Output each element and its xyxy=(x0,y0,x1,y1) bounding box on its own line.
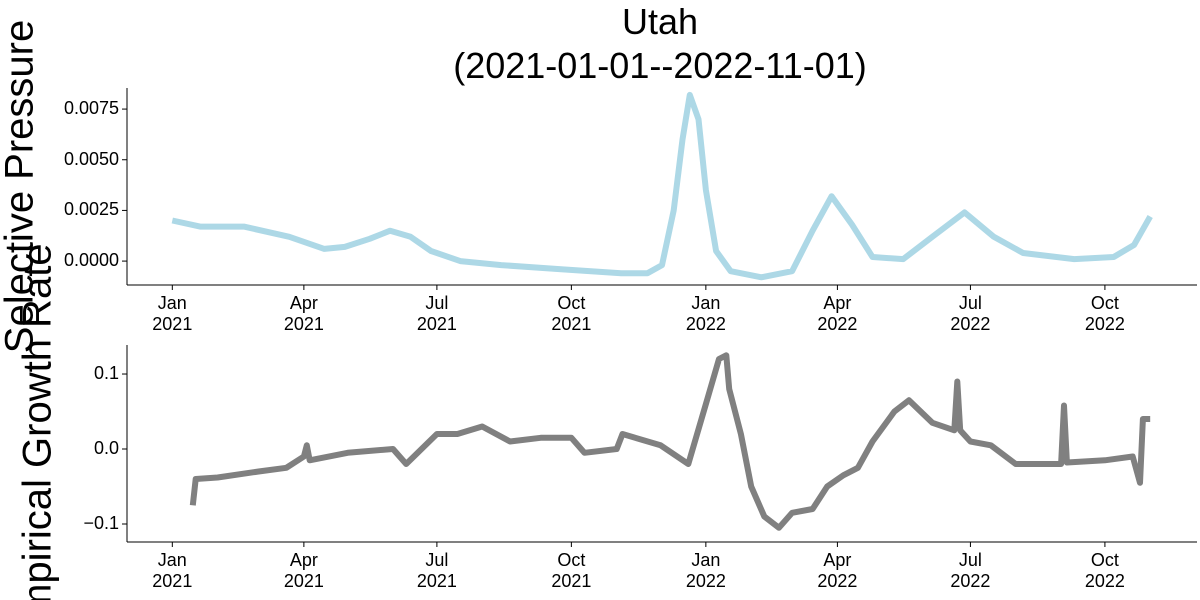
y-axis-label: Selective Pressure xyxy=(0,20,42,353)
x-tick-label: Jul 2021 xyxy=(416,550,457,591)
chart-title: Utah (2021-01-01--2022-11-01) xyxy=(453,1,867,86)
y-tick-label: 0.0050 xyxy=(63,148,119,169)
y-axis-label: Empirical Growth Rate xyxy=(16,243,60,600)
y-tick-label: −0.1 xyxy=(83,513,119,533)
x-tick-label: Oct 2022 xyxy=(1084,550,1125,591)
data-line xyxy=(189,352,1151,531)
x-tick-label: Jan 2022 xyxy=(685,293,726,334)
y-tick-label: 0.0025 xyxy=(63,199,119,220)
y-tick-label: 0.0000 xyxy=(63,250,119,271)
y-tick-label: 0.0 xyxy=(93,438,119,458)
y-tick-label: 0.0075 xyxy=(63,98,119,119)
x-tick-label: Jul 2021 xyxy=(416,293,457,334)
x-tick-label: Apr 2022 xyxy=(817,550,858,591)
x-tick-label: Oct 2022 xyxy=(1084,293,1125,334)
x-tick-label: Jan 2021 xyxy=(152,293,193,334)
x-tick-label: Jul 2022 xyxy=(950,550,991,591)
x-tick-label: Apr 2021 xyxy=(283,550,324,591)
x-tick-label: Oct 2021 xyxy=(551,293,592,334)
x-tick-label: Oct 2021 xyxy=(551,550,592,591)
x-tick-label: Jan 2021 xyxy=(152,550,193,591)
x-tick-label: Jan 2022 xyxy=(685,550,726,591)
data-line xyxy=(171,91,1153,281)
x-tick-label: Jul 2022 xyxy=(950,293,991,334)
x-tick-label: Apr 2022 xyxy=(817,293,858,334)
x-tick-label: Apr 2021 xyxy=(283,293,324,334)
y-tick-label: 0.1 xyxy=(93,363,119,384)
